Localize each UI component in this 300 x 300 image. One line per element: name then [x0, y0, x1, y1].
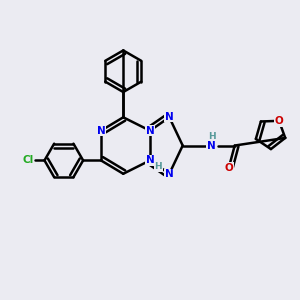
Text: N: N [207, 140, 215, 151]
Text: H: H [154, 162, 162, 171]
Text: N: N [146, 155, 154, 165]
Text: N: N [146, 126, 154, 136]
Text: N: N [165, 169, 174, 179]
Text: N: N [165, 112, 174, 122]
Text: O: O [274, 116, 284, 126]
Text: N: N [97, 126, 105, 136]
Text: Cl: Cl [22, 155, 34, 165]
Text: H: H [208, 131, 215, 140]
Text: O: O [224, 163, 233, 173]
